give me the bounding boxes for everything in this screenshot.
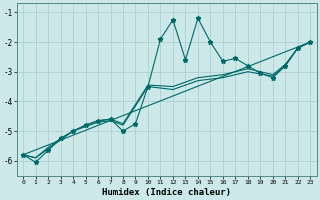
X-axis label: Humidex (Indice chaleur): Humidex (Indice chaleur) [102,188,231,197]
